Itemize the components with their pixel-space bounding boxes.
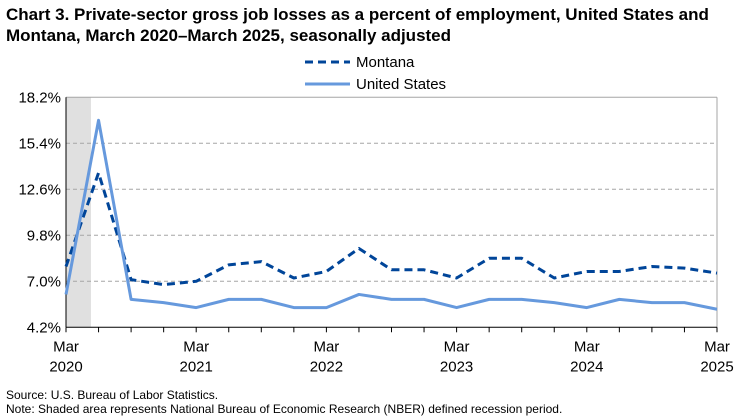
x-tick-label: Mar <box>53 338 79 355</box>
x-tick-label: Mar <box>444 338 470 355</box>
legend-label: Montana <box>356 54 415 71</box>
x-tick-label: Mar <box>704 338 730 355</box>
x-tick-label: 2020 <box>49 358 82 375</box>
footnote: Note: Shaded area represents National Bu… <box>6 402 563 416</box>
y-tick-label: 9.8% <box>27 227 61 244</box>
chart-title: Chart 3. Private-sector gross job losses… <box>6 5 709 45</box>
y-tick-label: 4.2% <box>27 319 61 336</box>
x-tick-label: 2024 <box>570 358 603 375</box>
y-tick-label: 15.4% <box>18 135 61 152</box>
series-line-montana <box>64 171 718 287</box>
x-tick-label: 2023 <box>440 358 473 375</box>
y-tick-label: 7.0% <box>27 273 61 290</box>
source-note: Source: U.S. Bureau of Labor Statistics. <box>6 388 219 402</box>
series-line-united-states <box>64 118 718 311</box>
x-tick-label: 2021 <box>180 358 213 375</box>
x-tick-label: Mar <box>574 338 600 355</box>
y-tick-label: 12.6% <box>18 181 61 198</box>
x-tick-label: Mar <box>313 338 339 355</box>
recession-shade <box>66 97 91 328</box>
x-tick-label: 2022 <box>310 358 343 375</box>
x-tick-label: 2025 <box>700 358 733 375</box>
x-tick-label: Mar <box>183 338 209 355</box>
y-tick-label: 18.2% <box>18 89 61 106</box>
legend-label: United States <box>356 76 446 93</box>
